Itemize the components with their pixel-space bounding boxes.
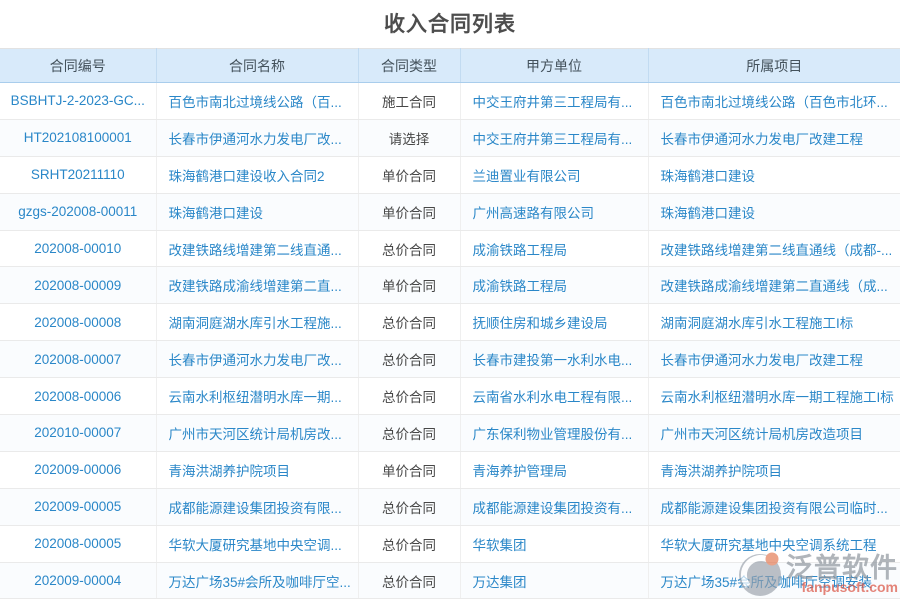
cell-contract-type: 总价合同: [358, 488, 461, 526]
cell-project[interactable]: 百色市南北过境线公路（百色市北环...: [648, 82, 900, 120]
cell-contract-type: 总价合同: [358, 414, 461, 452]
table-row: 202008-00009 改建铁路成渝线增建第二直... 单价合同 成渝铁路工程局 改建…: [0, 266, 900, 305]
cell-project[interactable]: 珠海鹤港口建设: [648, 193, 900, 231]
cell-contract-no[interactable]: 202009-00005: [0, 488, 157, 526]
cell-contract-no[interactable]: HT202108100001: [0, 119, 157, 157]
cell-project[interactable]: 广州市天河区统计局机房改造项目: [648, 414, 900, 452]
cell-contract-type: 施工合同: [358, 82, 461, 120]
cell-contract-type: 单价合同: [358, 451, 461, 489]
cell-contract-name[interactable]: 万达广场35#会所及咖啡厅空...: [156, 562, 359, 600]
cell-contract-no[interactable]: 202008-00009: [0, 266, 157, 305]
cell-party-a[interactable]: 成都能源建设集团投资有...: [460, 488, 649, 526]
table-row: 202008-00005 华软大厦研究基地中央空调... 总价合同 华软集团 华软大厦研…: [0, 525, 900, 563]
cell-contract-no[interactable]: 202009-00006: [0, 451, 157, 489]
cell-contract-type: 单价合同: [358, 193, 461, 231]
cell-contract-name[interactable]: 长春市伊通河水力发电厂改...: [156, 119, 359, 157]
table-row: 202009-00005 成都能源建设集团投资有限... 总价合同 成都能源建设集团投…: [0, 488, 900, 526]
col-project: 所属项目: [648, 48, 900, 83]
cell-party-a[interactable]: 中交王府井第三工程局有...: [460, 119, 649, 157]
table-row: 202010-00007 广州市天河区统计局机房改... 总价合同 广东保利物业管理股…: [0, 414, 900, 452]
cell-contract-type: 单价合同: [358, 266, 461, 305]
col-contract-type: 合同类型: [358, 48, 461, 83]
cell-contract-type: 总价合同: [358, 525, 461, 563]
cell-contract-no[interactable]: 202008-00006: [0, 377, 157, 416]
cell-contract-name[interactable]: 改建铁路线增建第二线直通...: [156, 230, 359, 268]
col-contract-no: 合同编号: [0, 48, 157, 83]
cell-project[interactable]: 改建铁路线增建第二线直通线（成都-...: [648, 230, 900, 268]
cell-contract-name[interactable]: 百色市南北过境线公路（百...: [156, 82, 359, 120]
table-row: gzgs-202008-00011 珠海鹤港口建设 单价合同 广州高速路有限公司 珠海鹤…: [0, 193, 900, 231]
col-contract-name: 合同名称: [156, 48, 359, 83]
cell-contract-name[interactable]: 云南水利枢纽潜明水库一期...: [156, 377, 359, 416]
cell-contract-name[interactable]: 湖南洞庭湖水库引水工程施...: [156, 303, 359, 342]
cell-contract-no[interactable]: 202008-00007: [0, 340, 157, 379]
cell-project[interactable]: 改建铁路成渝线增建第二直通线（成...: [648, 266, 900, 305]
cell-contract-no[interactable]: 202008-00010: [0, 230, 157, 268]
cell-contract-type: 总价合同: [358, 230, 461, 268]
cell-contract-no[interactable]: 202008-00008: [0, 303, 157, 342]
cell-project[interactable]: 万达广场35#会所及咖啡厅空调安装: [648, 562, 900, 600]
table-row: 202008-00010 改建铁路线增建第二线直通... 总价合同 成渝铁路工程局 改建…: [0, 230, 900, 268]
table-row: HT202108100001 长春市伊通河水力发电厂改... 请选择 中交王府井第三工…: [0, 119, 900, 157]
cell-party-a[interactable]: 成渝铁路工程局: [460, 230, 649, 268]
table-row: 202008-00008 湖南洞庭湖水库引水工程施... 总价合同 抚顺住房和城乡建设…: [0, 303, 900, 342]
cell-contract-no[interactable]: BSBHTJ-2-2023-GC...: [0, 82, 157, 120]
cell-contract-name[interactable]: 珠海鹤港口建设收入合同2: [156, 156, 359, 194]
cell-contract-name[interactable]: 长春市伊通河水力发电厂改...: [156, 340, 359, 379]
cell-project[interactable]: 成都能源建设集团投资有限公司临时...: [648, 488, 900, 526]
cell-contract-type: 总价合同: [358, 377, 461, 416]
cell-contract-name[interactable]: 成都能源建设集团投资有限...: [156, 488, 359, 526]
cell-party-a[interactable]: 青海养护管理局: [460, 451, 649, 489]
table-row: SRHT20211110 珠海鹤港口建设收入合同2 单价合同 兰迪置业有限公司 珠海鹤港…: [0, 156, 900, 194]
cell-contract-type: 总价合同: [358, 340, 461, 379]
cell-party-a[interactable]: 成渝铁路工程局: [460, 266, 649, 305]
table-row: 202009-00006 青海洪湖养护院项目 单价合同 青海养护管理局 青海洪湖养护院项…: [0, 451, 900, 489]
table-row: 202008-00007 长春市伊通河水力发电厂改... 总价合同 长春市建投第一水利…: [0, 340, 900, 379]
contract-table: 合同编号 合同名称 合同类型 甲方单位 所属项目 BSBHTJ-2-2023-GC...…: [0, 48, 900, 600]
page-title: 收入合同列表: [384, 13, 516, 36]
table-body: BSBHTJ-2-2023-GC... 百色市南北过境线公路（百... 施工合同 中交…: [0, 82, 900, 600]
cell-project[interactable]: 青海洪湖养护院项目: [648, 451, 900, 489]
cell-contract-no[interactable]: SRHT20211110: [0, 156, 157, 194]
col-party-a: 甲方单位: [460, 48, 649, 83]
cell-party-a[interactable]: 长春市建投第一水利水电...: [460, 340, 649, 379]
cell-contract-type: 总价合同: [358, 562, 461, 600]
cell-party-a[interactable]: 兰迪置业有限公司: [460, 156, 649, 194]
cell-party-a[interactable]: 中交王府井第三工程局有...: [460, 82, 649, 120]
cell-contract-name[interactable]: 改建铁路成渝线增建第二直...: [156, 266, 359, 305]
cell-contract-name[interactable]: 广州市天河区统计局机房改...: [156, 414, 359, 452]
cell-contract-name[interactable]: 青海洪湖养护院项目: [156, 451, 359, 489]
table-row: 202008-00006 云南水利枢纽潜明水库一期... 总价合同 云南省水利水电工程…: [0, 377, 900, 416]
cell-party-a[interactable]: 云南省水利水电工程有限...: [460, 377, 649, 416]
table-header: 合同编号 合同名称 合同类型 甲方单位 所属项目: [0, 48, 900, 83]
cell-contract-no[interactable]: 202008-00005: [0, 525, 157, 563]
cell-contract-name[interactable]: 华软大厦研究基地中央空调...: [156, 525, 359, 563]
cell-party-a[interactable]: 万达集团: [460, 562, 649, 600]
cell-contract-no[interactable]: 202010-00007: [0, 414, 157, 452]
cell-contract-type: 单价合同: [358, 156, 461, 194]
cell-party-a[interactable]: 广东保利物业管理股份有...: [460, 414, 649, 452]
cell-project[interactable]: 云南水利枢纽潜明水库一期工程施工I标: [648, 377, 900, 416]
cell-party-a[interactable]: 华软集团: [460, 525, 649, 563]
cell-project[interactable]: 华软大厦研究基地中央空调系统工程: [648, 525, 900, 563]
cell-contract-name[interactable]: 珠海鹤港口建设: [156, 193, 359, 231]
cell-contract-no[interactable]: gzgs-202008-00011: [0, 193, 157, 231]
cell-contract-type: 请选择: [358, 119, 461, 157]
table-row: BSBHTJ-2-2023-GC... 百色市南北过境线公路（百... 施工合同 中交…: [0, 82, 900, 120]
cell-contract-type: 总价合同: [358, 303, 461, 342]
cell-project[interactable]: 湖南洞庭湖水库引水工程施工I标: [648, 303, 900, 342]
table-row: 202009-00004 万达广场35#会所及咖啡厅空... 总价合同 万达集团 万达广…: [0, 562, 900, 600]
table-header-row: 合同编号 合同名称 合同类型 甲方单位 所属项目: [0, 48, 900, 83]
cell-project[interactable]: 长春市伊通河水力发电厂改建工程: [648, 340, 900, 379]
cell-project[interactable]: 珠海鹤港口建设: [648, 156, 900, 194]
cell-contract-no[interactable]: 202009-00004: [0, 562, 157, 600]
cell-project[interactable]: 长春市伊通河水力发电厂改建工程: [648, 119, 900, 157]
cell-party-a[interactable]: 广州高速路有限公司: [460, 193, 649, 231]
cell-party-a[interactable]: 抚顺住房和城乡建设局: [460, 303, 649, 342]
